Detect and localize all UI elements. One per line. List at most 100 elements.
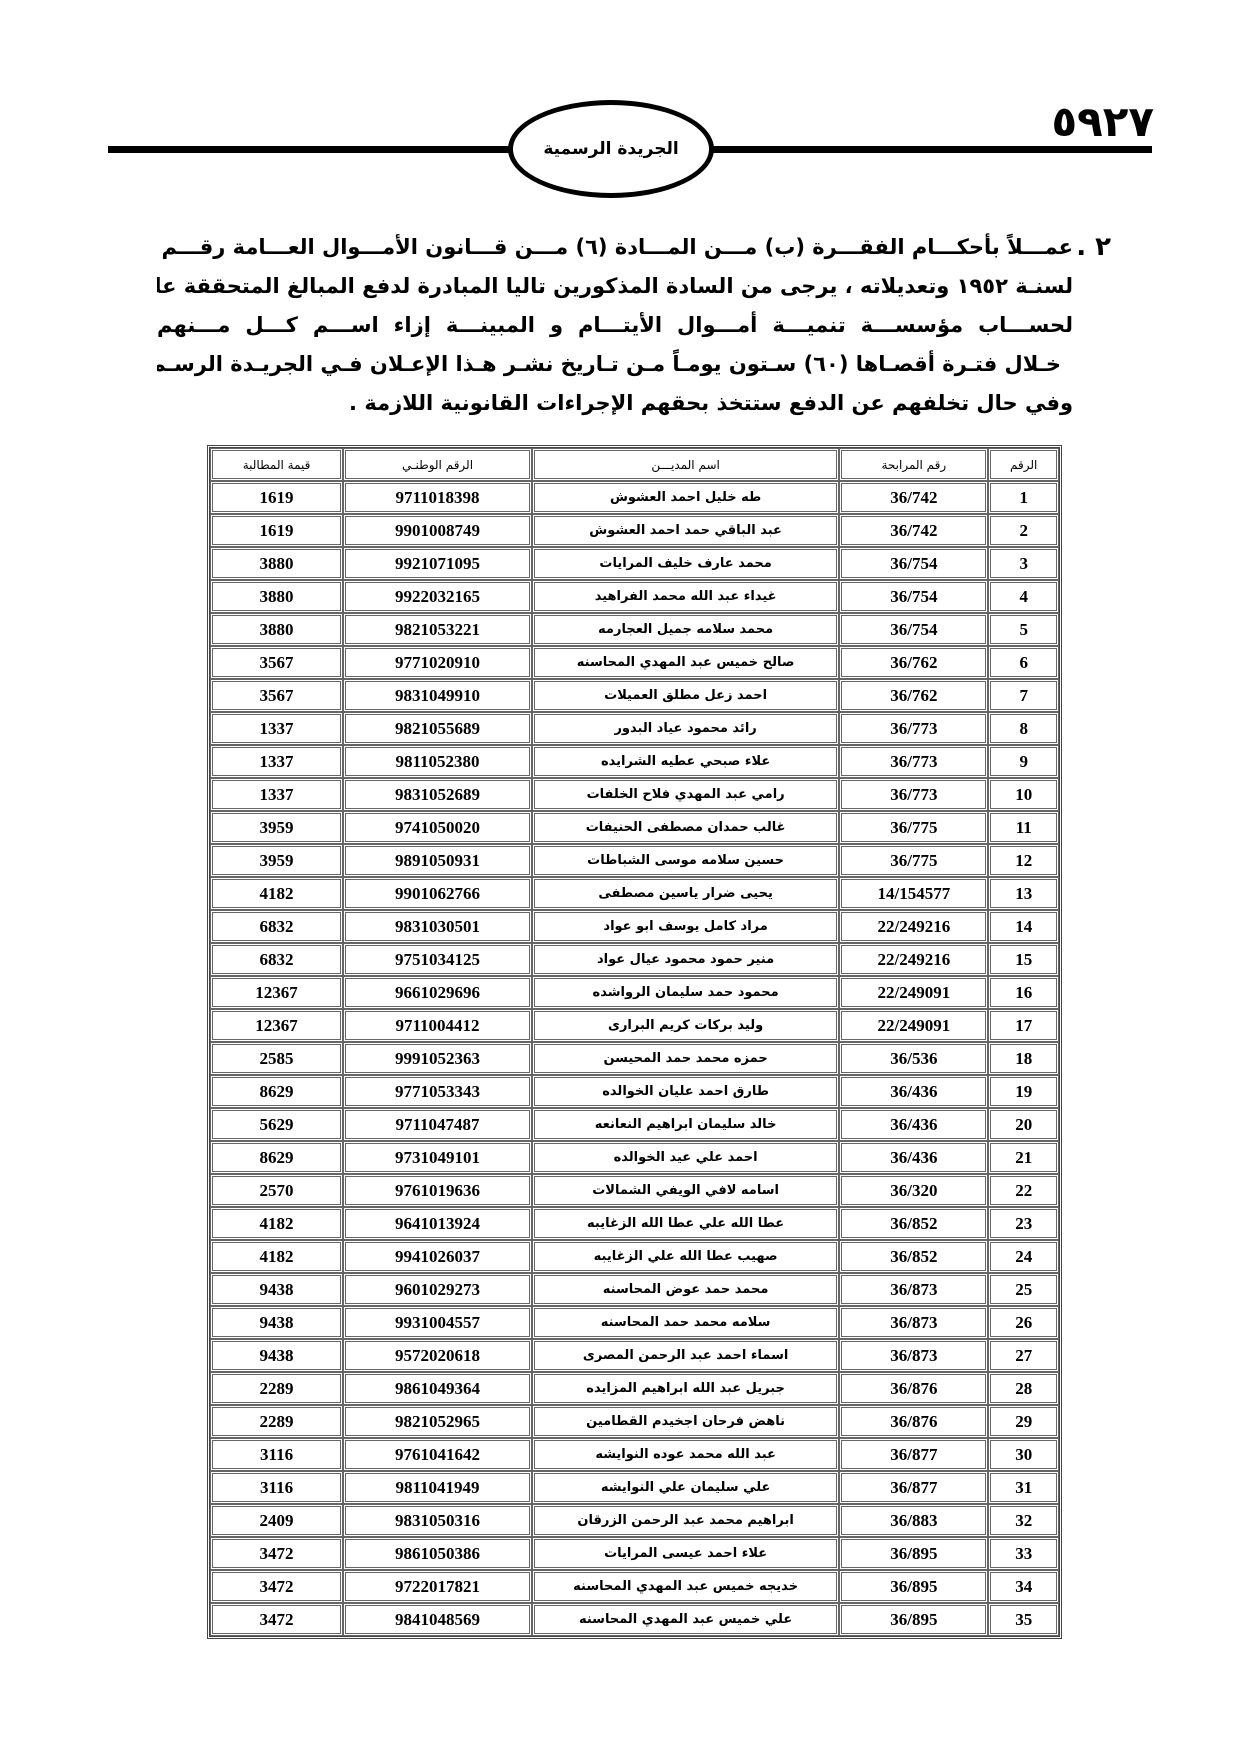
national-id: 9831050316 [343,1504,532,1537]
table-row: 32 36/883 ابراهيم محمد عبد الرحمن الزرقان 9… [210,1504,1059,1537]
national-id: 9861049364 [343,1372,532,1405]
claim-value: 2289 [210,1372,344,1405]
murabaha-number: 36/895 [839,1570,989,1603]
claim-value: 3959 [210,811,344,844]
murabaha-number: 36/773 [839,712,989,745]
table-row: 21 36/436 احمد علي عيد الخوالده 9731049101 8… [210,1141,1059,1174]
debtor-name: ابراهيم محمد عبد الرحمن الزرقان [531,1504,840,1537]
row-number: 14 [988,910,1059,943]
claim-value: 1619 [210,481,344,514]
table-row: 4 36/754 غيداء عبد الله محمد الفراهيد 99220… [210,580,1059,613]
murabaha-number: 36/775 [839,811,989,844]
murabaha-number: 36/773 [839,745,989,778]
national-id: 9811052380 [343,745,532,778]
national-id: 9711018398 [343,481,532,514]
claim-value: 2570 [210,1174,344,1207]
murabaha-number: 36/762 [839,646,989,679]
claim-value: 2289 [210,1405,344,1438]
murabaha-number: 36/773 [839,778,989,811]
murabaha-number: 36/742 [839,481,989,514]
row-number: 33 [988,1537,1059,1570]
claim-value: 12367 [210,1009,344,1042]
row-number: 6 [988,646,1059,679]
debtor-name: سلامه محمد حمد المحاسنه [531,1306,840,1339]
debtor-name: احمد زعل مطلق العميلات [531,679,840,712]
row-number: 25 [988,1273,1059,1306]
row-number: 4 [988,580,1059,613]
row-number: 26 [988,1306,1059,1339]
claim-value: 8629 [210,1141,344,1174]
table-row: 14 22/249216 مراد كامل يوسف ابو عواد 983103… [210,910,1059,943]
row-number: 34 [988,1570,1059,1603]
claim-value: 9438 [210,1339,344,1372]
table-row: 35 36/895 علي خميس عبد المهدي المحاسنه 9841… [210,1603,1059,1636]
national-id: 9661029696 [343,976,532,1009]
murabaha-number: 36/873 [839,1273,989,1306]
national-id: 9572020618 [343,1339,532,1372]
national-id: 9722017821 [343,1570,532,1603]
murabaha-number: 22/249091 [839,976,989,1009]
national-id: 9641013924 [343,1207,532,1240]
row-number: 29 [988,1405,1059,1438]
claim-value: 4182 [210,877,344,910]
national-id: 9821055689 [343,712,532,745]
row-number: 27 [988,1339,1059,1372]
claim-value: 3880 [210,580,344,613]
table-row: 23 36/852 عطا الله علي عطا الله الزغايبه 96… [210,1207,1059,1240]
debtor-name: طه خليل احمد العشوش [531,481,840,514]
claim-value: 3116 [210,1471,344,1504]
table-row: 11 36/775 غالب حمدان مصطفى الحنيفات 9741050… [210,811,1059,844]
table-row: 28 36/876 جبريل عبد الله ابراهيم المزايده 9… [210,1372,1059,1405]
claim-value: 2409 [210,1504,344,1537]
national-id: 9891050931 [343,844,532,877]
murabaha-number: 36/883 [839,1504,989,1537]
murabaha-number: 36/852 [839,1207,989,1240]
col-header-claim-value: قيمة المطالبة [210,448,344,481]
national-id: 9831049910 [343,679,532,712]
national-id: 9711047487 [343,1108,532,1141]
national-id: 9821053221 [343,613,532,646]
table-row: 1 36/742 طه خليل احمد العشوش 9711018398 1619 [210,481,1059,514]
gazette-title: الجريدة الرسمية [543,139,679,159]
claim-value: 3567 [210,646,344,679]
claim-value: 6832 [210,943,344,976]
claim-value: 3567 [210,679,344,712]
table-row: 10 36/773 رامي عبد المهدي فلاح الخلفات 9831… [210,778,1059,811]
debtor-name: رائد محمود عياد البدور [531,712,840,745]
row-number: 15 [988,943,1059,976]
murabaha-number: 36/895 [839,1537,989,1570]
row-number: 24 [988,1240,1059,1273]
murabaha-number: 36/877 [839,1438,989,1471]
debtor-name: احمد علي عيد الخوالده [531,1141,840,1174]
debtor-name: وليد بركات كريم البرارى [531,1009,840,1042]
murabaha-number: 36/436 [839,1075,989,1108]
claim-value: 4182 [210,1240,344,1273]
debtor-name: غيداء عبد الله محمد الفراهيد [531,580,840,613]
debtor-name: محمود حمد سليمان الرواشده [531,976,840,1009]
claim-value: 12367 [210,976,344,1009]
col-header-debtor-name: اسم المديـــن [531,448,840,481]
table-row: 12 36/775 حسين سلامه موسى الشباطات 98910509… [210,844,1059,877]
claim-value: 3880 [210,547,344,580]
table-row: 13 14/154577 يحيى ضرار ياسين مصطفى 99010627… [210,877,1059,910]
national-id: 9901008749 [343,514,532,547]
debtor-name: علي سليمان علي النوايشه [531,1471,840,1504]
notice-line: خـلال فتـرة أقصـاها (٦٠) سـتون يومـاً مـ… [157,352,1061,376]
row-number: 9 [988,745,1059,778]
debtor-name: خديجه خميس عبد المهدي المحاسنه [531,1570,840,1603]
claim-value: 9438 [210,1306,344,1339]
row-number: 17 [988,1009,1059,1042]
row-number: 30 [988,1438,1059,1471]
claim-value: 3472 [210,1537,344,1570]
table-header-row: الرقم رقم المرابحة اسم المديـــن الرقم الوط… [210,448,1059,481]
row-number: 13 [988,877,1059,910]
debtor-name: خالد سليمان ابراهيم النعانعه [531,1108,840,1141]
debtor-name: عبد الله محمد عوده النوايشه [531,1438,840,1471]
row-number: 19 [988,1075,1059,1108]
national-id: 9811041949 [343,1471,532,1504]
table-row: 6 36/762 صالح خميس عبد المهدي المحاسنه 9771… [210,646,1059,679]
debtor-name: حمزه محمد حمد المحيسن [531,1042,840,1075]
debtor-name: محمد سلامه جميل العجارمه [531,613,840,646]
notice-line: لحســـاب مؤسســـة تنميـــة أمـــوال الأي… [157,313,1073,337]
table-row: 17 22/249091 وليد بركات كريم البرارى 971100… [210,1009,1059,1042]
